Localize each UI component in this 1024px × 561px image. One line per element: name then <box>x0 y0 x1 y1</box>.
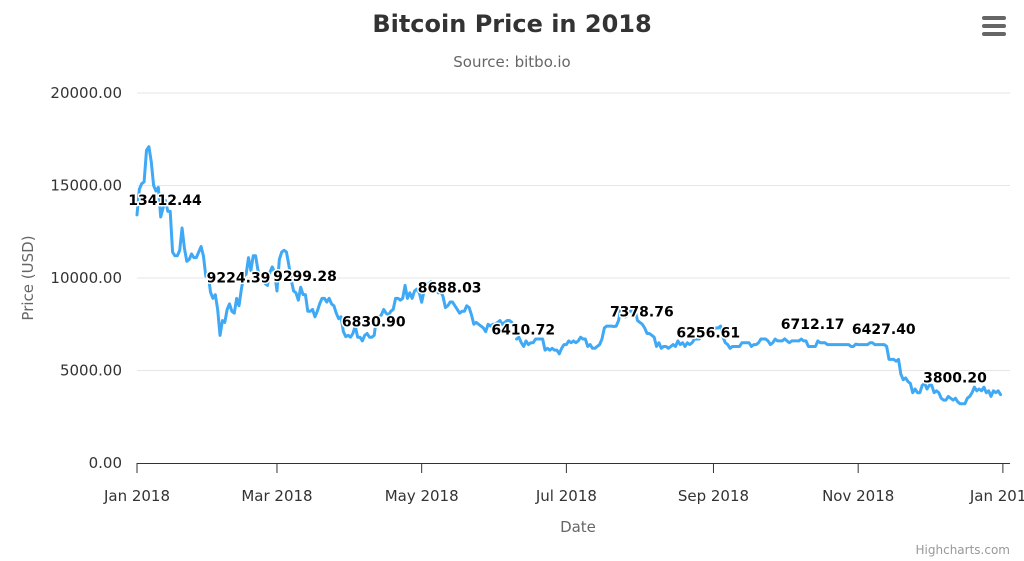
x-tick-label: Jan 2018 <box>103 487 170 505</box>
plot-area <box>135 145 1003 406</box>
data-label: 8688.03 <box>418 280 482 296</box>
data-label: 6830.90 <box>342 315 406 331</box>
data-label: 6427.40 <box>852 322 916 338</box>
y-tick-label: 5000.00 <box>60 362 122 380</box>
data-label: 6712.17 <box>781 317 845 333</box>
x-axis: Jan 2018 Mar 2018 May 2018 Jul 2018 Sep 2018… <box>103 463 1024 505</box>
x-tick-label: Jul 2018 <box>535 487 597 505</box>
x-tick-label: Sep 2018 <box>678 487 749 505</box>
data-label: 9224.39 <box>207 270 271 286</box>
data-label: 9299.28 <box>273 269 337 285</box>
x-tick-label: May 2018 <box>385 487 459 505</box>
chart-subtitle: Source: bitbo.io <box>453 53 570 71</box>
x-tick-label: Mar 2018 <box>241 487 312 505</box>
grid-lines <box>137 92 1010 371</box>
credits[interactable]: Highcharts.com <box>916 543 1010 557</box>
data-labels: 13412.44 9224.39 9299.28 6830.90 8688.03 6410… <box>127 191 989 388</box>
y-axis: 0.00 5000.00 10000.00 15000.00 20000.00 <box>50 84 122 472</box>
x-axis-title: Date <box>560 518 596 536</box>
data-label: 13412.44 <box>128 193 202 209</box>
data-label: 7378.76 <box>610 304 674 320</box>
y-tick-label: 0.00 <box>89 454 122 472</box>
y-tick-label: 20000.00 <box>50 84 122 102</box>
x-tick-label: Jan 2019 <box>969 487 1024 505</box>
x-tick-label: Nov 2018 <box>822 487 894 505</box>
y-tick-label: 10000.00 <box>50 269 122 287</box>
data-label: 6410.72 <box>491 322 555 338</box>
data-label: 3800.20 <box>923 371 987 387</box>
y-axis-title: Price (USD) <box>19 235 37 320</box>
series-line[interactable] <box>135 145 1003 406</box>
chart-title: Bitcoin Price in 2018 <box>372 10 651 38</box>
hamburger-menu-icon[interactable] <box>978 12 1010 40</box>
data-label: 6256.61 <box>676 325 740 341</box>
y-tick-label: 15000.00 <box>50 177 122 195</box>
